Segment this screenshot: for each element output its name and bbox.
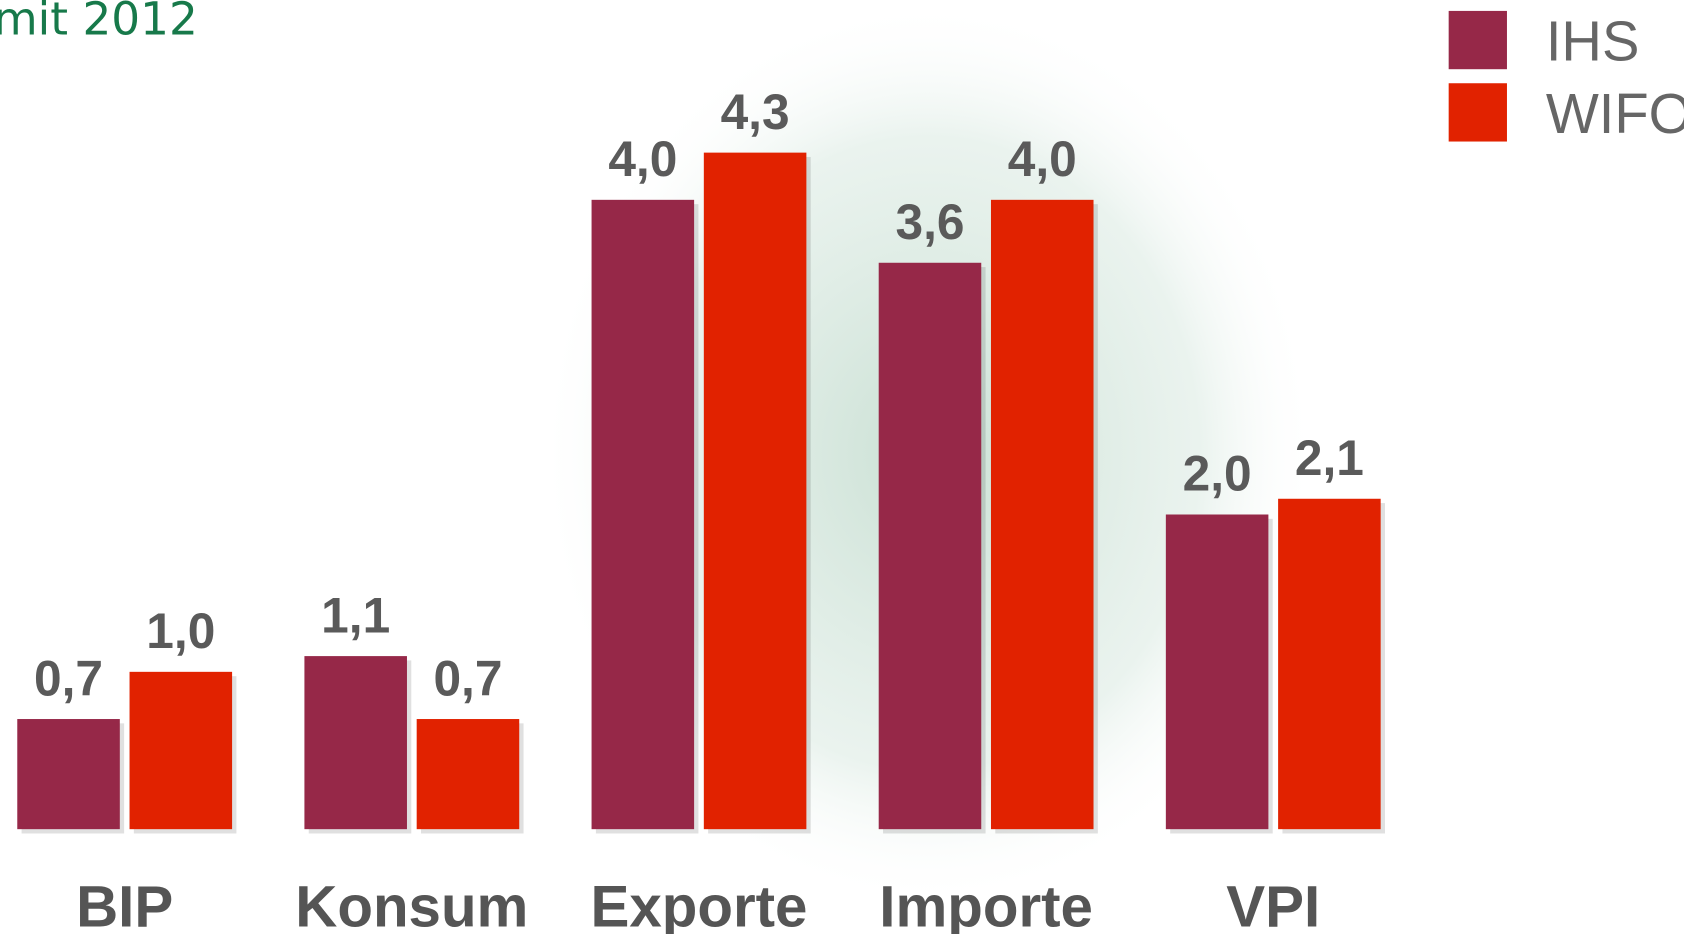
bar <box>129 671 233 830</box>
bar <box>878 262 982 830</box>
value-label: 1,0 <box>146 603 215 659</box>
x-tick-label: BIP <box>76 874 173 934</box>
value-label: 0,7 <box>433 650 502 706</box>
bar <box>1165 514 1269 830</box>
x-tick-label: Importe <box>879 874 1093 934</box>
bar <box>304 656 407 830</box>
value-label: 4,0 <box>1008 131 1077 187</box>
bar <box>1278 498 1381 830</box>
x-tick-label: VPI <box>1226 874 1320 934</box>
legend-label: WIFO <box>1546 82 1684 145</box>
bar <box>703 152 807 830</box>
legend-label: IHS <box>1546 10 1640 73</box>
x-tick-label: Exporte <box>590 874 807 934</box>
value-label: 3,6 <box>895 194 964 250</box>
value-label: 4,3 <box>721 84 790 140</box>
x-tick-label: Konsum <box>295 874 528 934</box>
bar <box>17 719 120 830</box>
value-label: 2,0 <box>1183 446 1252 502</box>
bar <box>990 199 1094 830</box>
legend-swatch <box>1448 83 1507 142</box>
bar <box>416 719 520 830</box>
value-label: 4,0 <box>608 131 677 187</box>
legend-swatch <box>1448 10 1507 70</box>
chart-title: mit 2012 <box>0 0 198 46</box>
value-label: 1,1 <box>321 587 390 643</box>
value-label: 2,1 <box>1295 430 1364 486</box>
value-label: 0,7 <box>34 650 103 706</box>
bar <box>591 199 695 830</box>
